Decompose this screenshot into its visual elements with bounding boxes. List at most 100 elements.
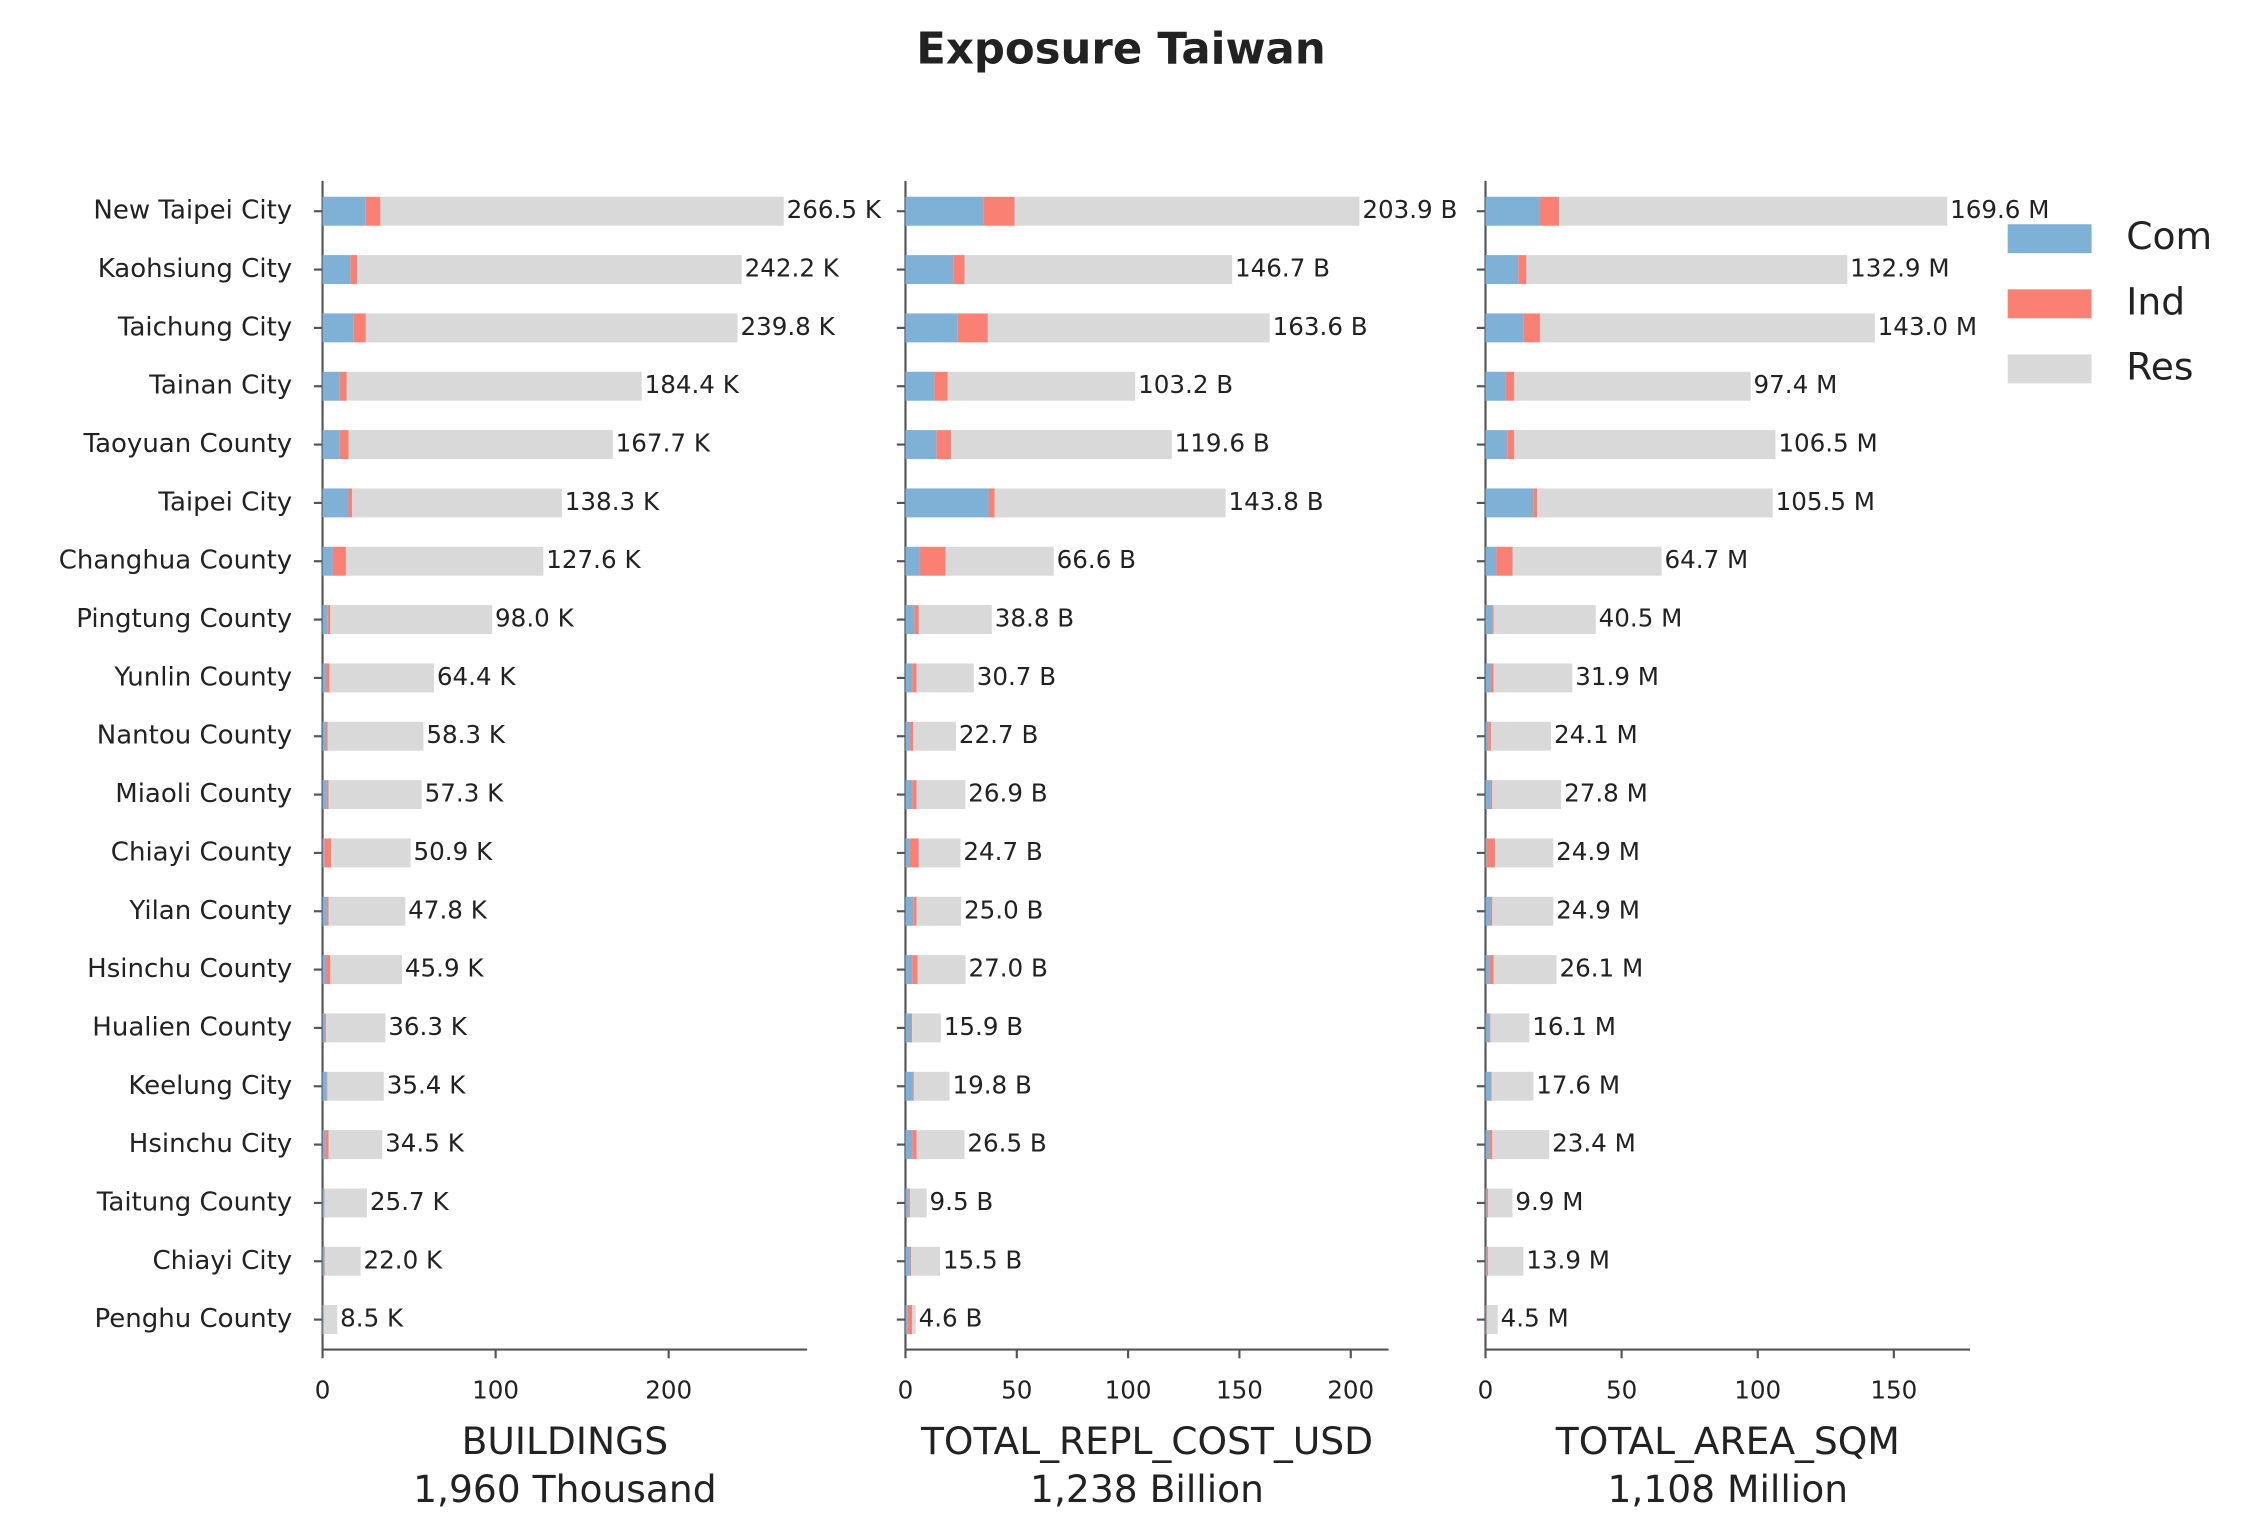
bar-segment (322, 1246, 325, 1276)
total-label: 163.6 B (1273, 312, 1368, 341)
bar-segment (905, 371, 935, 401)
x-tick-label: 100 (1105, 1376, 1152, 1405)
bar-segment (322, 1305, 324, 1335)
total-label: 169.6 M (1950, 195, 2049, 224)
total-label: 64.4 K (437, 662, 517, 691)
y-tick-label: Changhua County (59, 546, 292, 576)
y-tick-label: Hualien County (92, 1012, 292, 1042)
x-tick-label: 200 (1327, 1376, 1374, 1405)
bar-segment (1539, 196, 1560, 226)
chart-title: Exposure Taiwan (916, 25, 1325, 75)
total-label: 19.8 B (952, 1070, 1031, 1099)
bar-segment (1490, 663, 1494, 693)
total-label: 22.7 B (959, 720, 1038, 749)
bar-segment (1492, 1130, 1550, 1160)
bar-segment (322, 1013, 326, 1043)
bar-segment (1485, 780, 1491, 810)
bar-segment (947, 371, 1136, 401)
total-label: 15.9 B (944, 1012, 1023, 1041)
bar-segment (322, 1188, 325, 1218)
bar-segment (323, 1305, 338, 1335)
bar-segment (1489, 1130, 1493, 1160)
bar-segment (911, 1246, 940, 1276)
bar-segment (326, 721, 328, 751)
total-label: 105.5 M (1776, 487, 1875, 516)
x-tick-label: 100 (472, 1376, 519, 1405)
total-label: 22.0 K (364, 1245, 444, 1274)
x-axis-label: 1,108 Million (1607, 1467, 1848, 1511)
bar-segment (1488, 1246, 1524, 1276)
bar-segment (1485, 838, 1487, 868)
total-label: 106.5 M (1778, 429, 1877, 458)
x-axis-label: TOTAL_REPL_COST_USD (920, 1419, 1373, 1463)
bar-segment (934, 371, 948, 401)
bar-segment (1486, 1305, 1498, 1335)
legend-swatch (2007, 354, 2092, 384)
bar-segment (909, 721, 914, 751)
total-label: 138.3 K (565, 487, 660, 516)
bar-segment (1485, 955, 1490, 985)
bar-segment (916, 663, 974, 693)
bar-segment (325, 1130, 329, 1160)
total-label: 66.6 B (1057, 545, 1136, 574)
bar-segment (1507, 430, 1515, 460)
bar-segment (905, 721, 910, 751)
bar-segment (918, 838, 961, 868)
bar-segment (905, 488, 989, 518)
bar-segment (322, 371, 340, 401)
bar-segment (905, 896, 914, 926)
bar-segment (1533, 488, 1538, 518)
bar-segment (353, 313, 366, 343)
bar-segment (1485, 255, 1519, 285)
bar-segment (328, 1130, 383, 1160)
total-label: 24.9 M (1556, 895, 1640, 924)
bar-segment (912, 1305, 916, 1335)
total-label: 146.7 B (1235, 254, 1330, 283)
bar-segment (365, 196, 381, 226)
bar-segment (1492, 780, 1562, 810)
bar-segment (357, 255, 742, 285)
bar-segment (964, 255, 1233, 285)
x-axis-label: 1,238 Billion (1030, 1467, 1264, 1511)
bar-segment (324, 1188, 368, 1218)
bar-segment (322, 1130, 326, 1160)
bar-segment (917, 955, 966, 985)
bar-segment (1492, 896, 1554, 926)
bar-segment (1514, 371, 1751, 401)
bar-segment (909, 1188, 927, 1218)
y-tick-label: Pingtung County (76, 604, 292, 634)
bar-segment (332, 546, 346, 576)
bar-segment (1493, 663, 1573, 693)
bar-segment (325, 1013, 327, 1043)
bar-segment (1485, 1130, 1490, 1160)
x-axis-label: BUILDINGS (462, 1419, 669, 1463)
bar-segment (1485, 1246, 1487, 1276)
bar-segment (1523, 313, 1540, 343)
bar-segment (324, 1188, 325, 1218)
y-tick-label: Chiayi County (111, 837, 292, 867)
x-tick-label: 50 (1606, 1376, 1637, 1405)
total-label: 127.6 K (546, 545, 641, 574)
bar-segment (987, 313, 1270, 343)
bar-segment (1486, 1305, 1487, 1335)
total-label: 97.4 M (1754, 370, 1838, 399)
x-tick-label: 150 (1870, 1376, 1917, 1405)
bar-segment (345, 546, 544, 576)
bar-segment (1486, 838, 1496, 868)
bar-segment (346, 371, 642, 401)
bar-segment (905, 546, 920, 576)
legend-label: Ind (2126, 279, 2185, 323)
bar-segment (905, 313, 958, 343)
y-tick-label: Penghu County (95, 1304, 293, 1334)
total-label: 143.0 M (1878, 312, 1977, 341)
bar-segment (325, 1246, 361, 1276)
bar-segment (322, 1071, 327, 1101)
y-tick-label: Taipei City (157, 487, 292, 517)
y-tick-label: Taoyuan County (82, 429, 292, 459)
total-label: 9.5 B (930, 1187, 994, 1216)
bar-segment (1490, 721, 1552, 751)
x-tick-label: 200 (645, 1376, 692, 1405)
bar-segment (1537, 488, 1773, 518)
bar-segment (1485, 313, 1524, 343)
